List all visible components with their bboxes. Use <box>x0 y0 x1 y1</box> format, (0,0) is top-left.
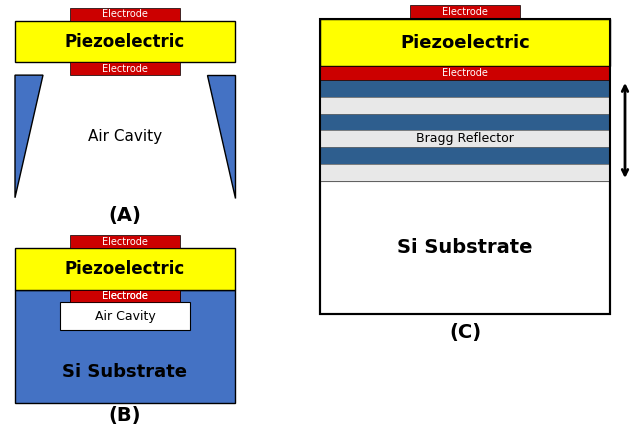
Text: Si Substrate: Si Substrate <box>63 363 187 381</box>
Text: Electrode: Electrode <box>102 291 148 301</box>
Bar <box>320 130 610 147</box>
Bar <box>70 8 180 21</box>
Text: Bragg Reflector: Bragg Reflector <box>416 132 514 145</box>
Text: (C): (C) <box>449 322 481 342</box>
Bar <box>320 147 610 164</box>
Bar <box>320 80 610 97</box>
Bar <box>60 302 190 330</box>
Text: Air Cavity: Air Cavity <box>94 310 155 323</box>
Text: Electrode: Electrode <box>442 68 488 78</box>
Text: (B): (B) <box>109 406 141 425</box>
Text: Electrode: Electrode <box>102 64 148 74</box>
Bar <box>70 290 180 302</box>
Polygon shape <box>15 75 43 198</box>
Bar <box>70 290 180 302</box>
Bar <box>15 290 235 403</box>
Text: Electrode: Electrode <box>102 9 148 19</box>
Bar <box>320 66 610 80</box>
Bar <box>320 19 610 314</box>
Text: Piezoelectric: Piezoelectric <box>65 260 185 278</box>
Bar <box>70 235 180 248</box>
Text: Piezoelectric: Piezoelectric <box>65 32 185 51</box>
Text: Electrode: Electrode <box>102 237 148 247</box>
Bar <box>410 5 520 19</box>
Polygon shape <box>207 75 235 198</box>
Text: Si Substrate: Si Substrate <box>398 238 533 257</box>
Bar <box>320 181 610 314</box>
Text: Electrode: Electrode <box>102 291 148 301</box>
Text: Air Cavity: Air Cavity <box>88 129 162 144</box>
Bar <box>320 114 610 130</box>
Bar <box>320 19 610 66</box>
Bar <box>320 164 610 181</box>
Bar <box>15 21 235 62</box>
Bar <box>70 62 180 75</box>
Text: (A): (A) <box>109 206 141 225</box>
Text: Electrode: Electrode <box>442 7 488 17</box>
Bar <box>320 97 610 114</box>
Text: Piezoelectric: Piezoelectric <box>400 34 530 52</box>
Bar <box>15 248 235 290</box>
